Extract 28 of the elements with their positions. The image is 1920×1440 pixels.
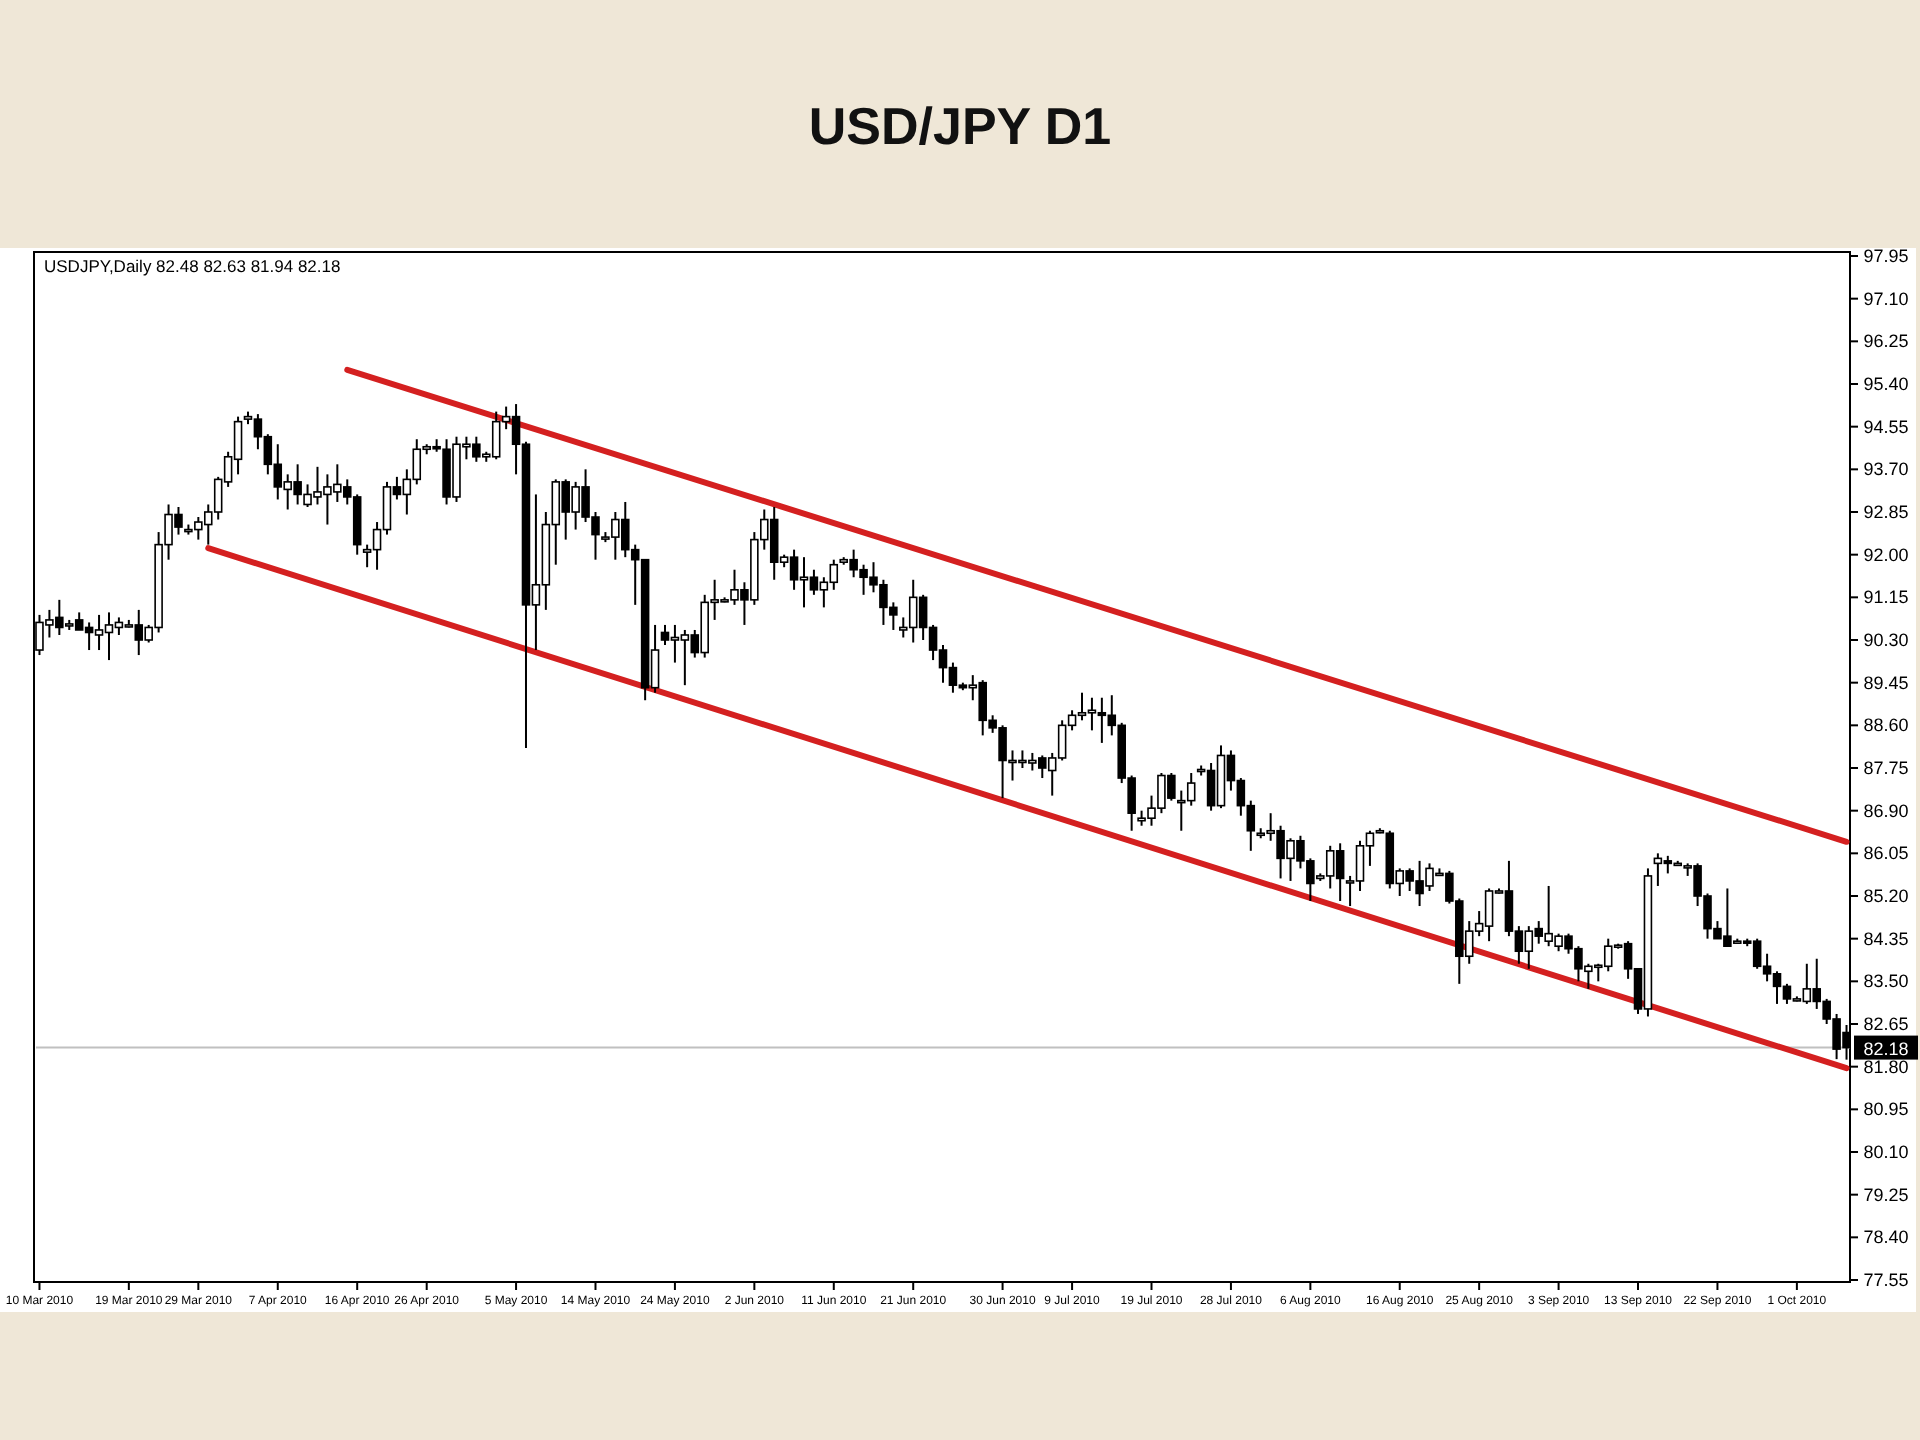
- y-tick-label: 92.85: [1863, 502, 1909, 522]
- chart-title: USD/JPY D1: [808, 96, 1112, 156]
- y-tick-label: 77.55: [1863, 1270, 1909, 1290]
- y-tick-label: 78.40: [1863, 1227, 1909, 1248]
- y-tick-label: 87.75: [1863, 758, 1909, 778]
- y-tick-label: 83.50: [1863, 971, 1909, 992]
- ref-line-label: 82.18: [1863, 1038, 1909, 1059]
- y-tick-label: 94.55: [1863, 416, 1909, 437]
- y-tick-label: 88.60: [1863, 715, 1909, 736]
- y-tick-label: 79.25: [1863, 1184, 1909, 1205]
- y-tick-label: 97.95: [1863, 246, 1909, 266]
- annotation: USDJPY,Daily 82.48 82.63 81.94 82.18: [44, 256, 341, 276]
- y-tick-label: 93.70: [1863, 459, 1909, 480]
- y-tick-label: 86.05: [1863, 843, 1909, 864]
- y-tick-label: 84.35: [1863, 928, 1909, 949]
- y-tick-label: 85.20: [1863, 886, 1909, 906]
- y-tick-label: 89.45: [1863, 672, 1909, 693]
- y-tick-label: 96.25: [1863, 331, 1909, 352]
- y-tick-label: 80.95: [1863, 1099, 1909, 1120]
- y-tick-label: 90.30: [1863, 630, 1909, 650]
- y-tick-label: 97.10: [1863, 288, 1909, 309]
- y-tick-label: 82.65: [1863, 1014, 1909, 1034]
- y-tick-label: 95.40: [1863, 374, 1909, 394]
- y-tick-label: 81.80: [1863, 1056, 1909, 1077]
- y-tick-label: 92.00: [1863, 544, 1909, 565]
- y-tick-label: 86.90: [1863, 800, 1909, 821]
- y-tick-label: 91.15: [1863, 587, 1909, 608]
- y-tick-label: 80.10: [1863, 1142, 1909, 1162]
